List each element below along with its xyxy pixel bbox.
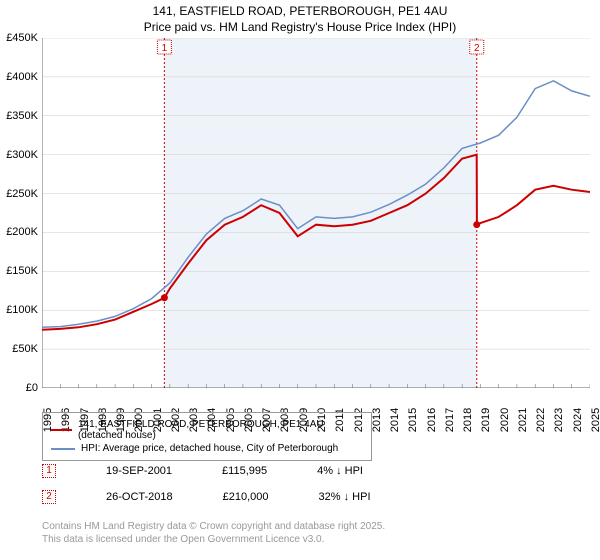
legend-label-2: HPI: Average price, detached house, City… bbox=[81, 443, 338, 454]
y-tick-label: £0 bbox=[0, 382, 38, 394]
chart-title: 141, EASTFIELD ROAD, PETERBOROUGH, PE1 4… bbox=[0, 0, 600, 35]
x-tick-label: 2019 bbox=[480, 408, 492, 432]
y-tick-label: £150K bbox=[0, 265, 38, 277]
x-tick-label: 2017 bbox=[444, 408, 456, 432]
x-tick-label: 2025 bbox=[590, 408, 600, 432]
x-tick-label: 2020 bbox=[499, 408, 511, 432]
y-tick-label: £200K bbox=[0, 226, 38, 238]
x-tick-label: 2016 bbox=[426, 408, 438, 432]
sale-date-2: 26-OCT-2018 bbox=[106, 491, 173, 503]
plot-svg: 12 bbox=[42, 38, 590, 388]
legend-swatch-1 bbox=[51, 429, 72, 431]
legend-item-1: 141, EASTFIELD ROAD, PETERBOROUGH, PE1 4… bbox=[51, 419, 363, 441]
sale-delta-2: 32% ↓ HPI bbox=[319, 491, 371, 503]
plot-area: 12 bbox=[42, 38, 590, 388]
x-tick-label: 2014 bbox=[389, 408, 401, 432]
x-tick-label: 2015 bbox=[407, 408, 419, 432]
legend: 141, EASTFIELD ROAD, PETERBOROUGH, PE1 4… bbox=[42, 412, 372, 461]
y-tick-label: £450K bbox=[0, 32, 38, 44]
sale-row-2: 2 26-OCT-2018 £210,000 32% ↓ HPI bbox=[42, 490, 371, 504]
sale-marker-2: 2 bbox=[42, 490, 56, 504]
svg-text:2: 2 bbox=[474, 43, 480, 54]
legend-label-1: 141, EASTFIELD ROAD, PETERBOROUGH, PE1 4… bbox=[78, 419, 363, 441]
x-tick-label: 2024 bbox=[572, 408, 584, 432]
y-tick-label: £50K bbox=[0, 343, 38, 355]
sale-delta-1: 4% ↓ HPI bbox=[317, 465, 363, 477]
title-line-1: 141, EASTFIELD ROAD, PETERBOROUGH, PE1 4… bbox=[153, 4, 448, 18]
y-tick-label: £350K bbox=[0, 110, 38, 122]
svg-text:1: 1 bbox=[162, 43, 168, 54]
sale-price-1: £115,995 bbox=[222, 465, 267, 477]
chart-container: 141, EASTFIELD ROAD, PETERBOROUGH, PE1 4… bbox=[0, 0, 600, 560]
legend-swatch-2 bbox=[51, 448, 75, 450]
sale-row-1: 1 19-SEP-2001 £115,995 4% ↓ HPI bbox=[42, 464, 363, 478]
sale-date-1: 19-SEP-2001 bbox=[106, 465, 172, 477]
y-tick-label: £400K bbox=[0, 71, 38, 83]
x-tick-label: 2023 bbox=[553, 408, 565, 432]
y-tick-label: £300K bbox=[0, 149, 38, 161]
sale-price-2: £210,000 bbox=[223, 491, 269, 503]
legend-item-2: HPI: Average price, detached house, City… bbox=[51, 443, 363, 454]
title-line-2: Price paid vs. HM Land Registry's House … bbox=[144, 20, 456, 34]
x-tick-label: 2022 bbox=[535, 408, 547, 432]
y-tick-label: £250K bbox=[0, 188, 38, 200]
footer: Contains HM Land Registry data © Crown c… bbox=[42, 520, 385, 546]
y-tick-label: £100K bbox=[0, 304, 38, 316]
sale-marker-1: 1 bbox=[42, 464, 56, 478]
x-tick-label: 2021 bbox=[517, 408, 529, 432]
footer-line-2: This data is licensed under the Open Gov… bbox=[42, 534, 324, 545]
footer-line-1: Contains HM Land Registry data © Crown c… bbox=[42, 521, 385, 532]
x-tick-label: 2018 bbox=[462, 408, 474, 432]
x-tick-label: 2013 bbox=[371, 408, 383, 432]
